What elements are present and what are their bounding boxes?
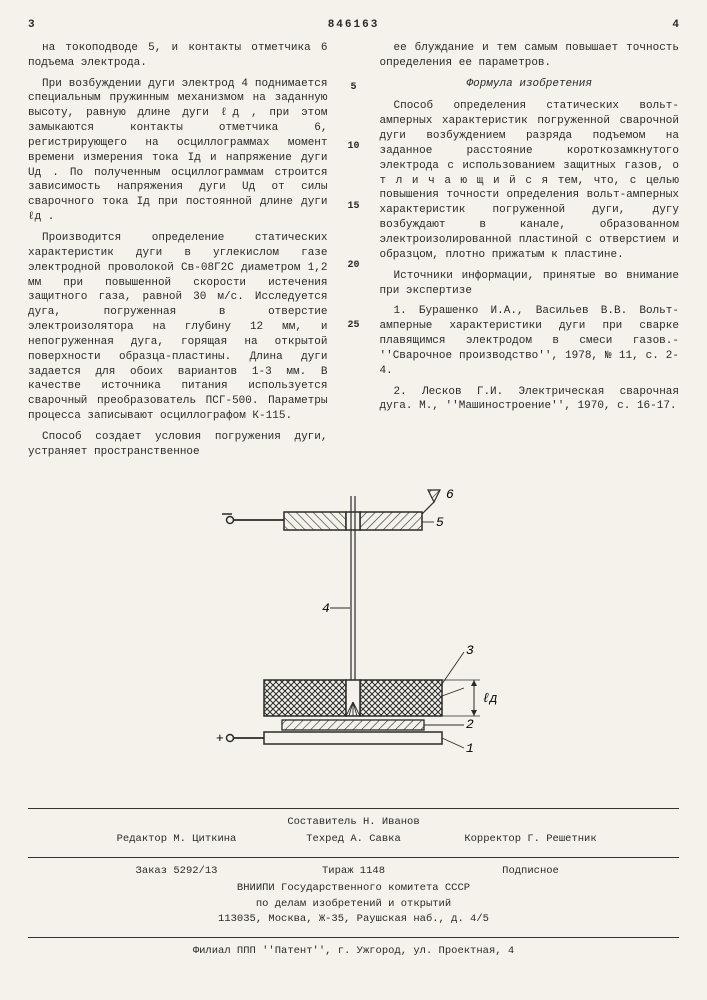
divider-2	[28, 857, 679, 858]
sources-title: Источники информации, принятые во вниман…	[380, 269, 680, 299]
fig-terminal-neg	[226, 516, 233, 523]
left-p2: При возбуждении дуги электрод 4 поднимае…	[28, 77, 328, 225]
left-p3: Производится определение статических хар…	[28, 231, 328, 424]
line-mark-20: 20	[347, 259, 359, 273]
footer-compiler: Составитель Н. Иванов	[28, 815, 679, 830]
right-p1: ее блуждание и тем самым повышает точнос…	[380, 41, 680, 71]
footer-org-2: по делам изобретений и открытий	[28, 897, 679, 912]
left-column: на токоподводе 5, и контакты отметчика 6…	[28, 41, 328, 466]
footer-techred: Техред А. Савка	[265, 832, 442, 847]
footer-editor: Редактор М. Циткина	[88, 832, 265, 847]
footer-order: Заказ 5292/13	[88, 864, 265, 879]
fig-block-5-left	[284, 512, 346, 530]
fig-block-5-right	[360, 512, 422, 530]
fig-label-3: 3	[466, 643, 474, 658]
line-mark-15: 15	[347, 200, 359, 214]
footer-org-1: ВНИИПИ Государственного комитета СССР	[28, 881, 679, 896]
line-number-gutter: 5 10 15 20 25	[346, 41, 362, 466]
fig-marker-6-lead	[422, 502, 434, 514]
fig-label-5: 5	[436, 515, 444, 530]
fig-base-1	[264, 732, 442, 744]
fig-marker-6-icon	[428, 490, 440, 502]
fig-dim-arrow-top	[471, 680, 477, 686]
footer-address: 113035, Москва, Ж-35, Раушская наб., д. …	[28, 912, 679, 927]
source-2: 2. Лесков Г.И. Электрическая сварочная д…	[380, 385, 680, 415]
fig-label-ld: ℓд	[482, 691, 498, 706]
fig-insulator-left	[264, 680, 346, 716]
fig-plus-icon: +	[216, 731, 224, 746]
left-p4: Способ создает условия погружения дуги, …	[28, 430, 328, 460]
footer-filial: Филиал ППП ''Патент'', г. Ужгород, ул. П…	[28, 944, 679, 959]
document-number: 846163	[35, 18, 673, 33]
fig-channel-top	[346, 512, 360, 530]
line-mark-5: 5	[350, 81, 356, 95]
fig-terminal-pos	[226, 734, 233, 741]
figure: + ℓд 3 2 1 4 5 6	[28, 484, 679, 794]
right-column: ее блуждание и тем самым повышает точнос…	[380, 41, 680, 466]
divider-1	[28, 808, 679, 809]
left-p1: на токоподводе 5, и контакты отметчика 6…	[28, 41, 328, 71]
source-1: 1. Бурашенко И.А., Васильев В.В. Вольт-а…	[380, 304, 680, 378]
line-mark-10: 10	[347, 140, 359, 154]
figure-svg: + ℓд 3 2 1 4 5 6	[174, 484, 534, 794]
footer-tirazh: Тираж 1148	[265, 864, 442, 879]
col-num-right: 4	[672, 18, 679, 33]
text-columns: на токоподводе 5, и контакты отметчика 6…	[28, 41, 679, 466]
fig-insulator-right	[360, 680, 442, 716]
footer-order-row: Заказ 5292/13 Тираж 1148 Подписное	[88, 864, 619, 879]
header-row: 3 846163 4	[28, 18, 679, 33]
divider-3	[28, 937, 679, 938]
formula-title: Формула изобретения	[380, 77, 680, 92]
fig-label-4: 4	[322, 601, 330, 616]
fig-label-2: 2	[466, 717, 474, 732]
col-num-left: 3	[28, 18, 35, 33]
line-mark-25: 25	[347, 319, 359, 333]
right-p2: Способ определения статических вольт-амп…	[380, 99, 680, 262]
footer-editors-row: Редактор М. Циткина Техред А. Савка Корр…	[88, 832, 619, 847]
footer: Составитель Н. Иванов Редактор М. Циткин…	[28, 815, 679, 960]
page: 3 846163 4 на токоподводе 5, и контакты …	[0, 0, 707, 979]
fig-sample-2	[282, 720, 424, 730]
fig-label-6: 6	[446, 487, 454, 502]
fig-dim-arrow-bot	[471, 710, 477, 716]
footer-corrector: Корректор Г. Решетник	[442, 832, 619, 847]
footer-subscription: Подписное	[442, 864, 619, 879]
fig-label-1: 1	[466, 741, 474, 756]
